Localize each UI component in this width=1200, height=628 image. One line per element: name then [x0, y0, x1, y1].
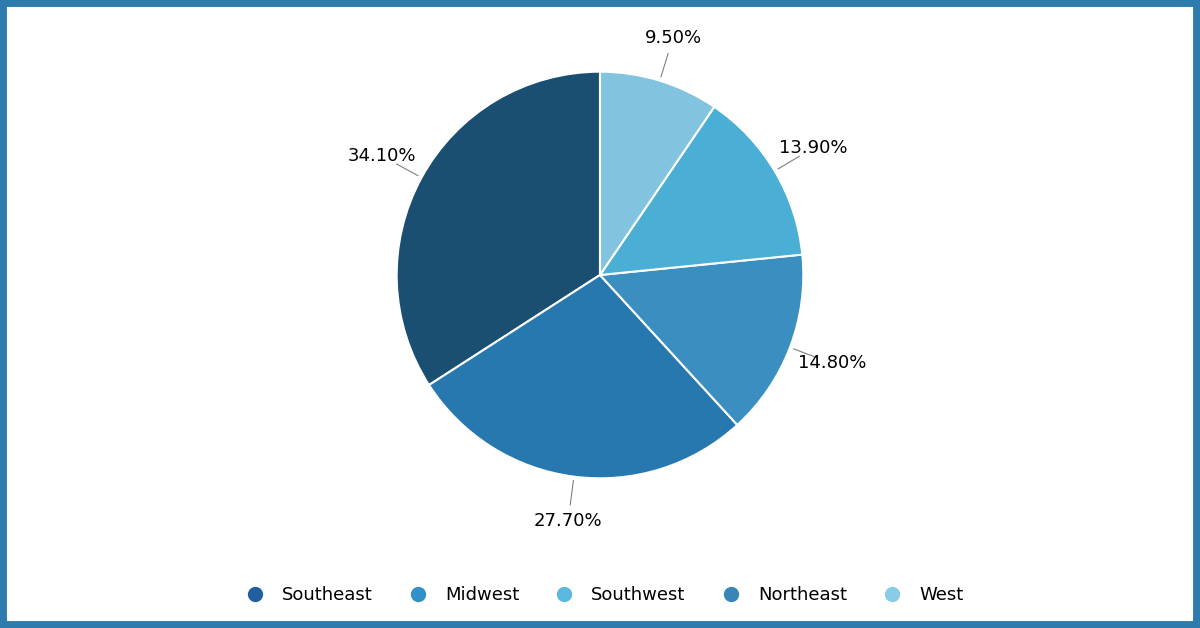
Text: 9.50%: 9.50%	[644, 29, 702, 47]
Text: 27.70%: 27.70%	[534, 512, 602, 530]
Text: 14.80%: 14.80%	[798, 354, 866, 372]
Legend: Southeast, Midwest, Southwest, Northeast, West: Southeast, Midwest, Southwest, Northeast…	[229, 579, 971, 612]
Wedge shape	[600, 72, 714, 275]
Wedge shape	[600, 254, 803, 425]
Wedge shape	[600, 107, 803, 275]
Wedge shape	[397, 72, 600, 385]
Text: 34.10%: 34.10%	[348, 147, 416, 165]
Text: 13.90%: 13.90%	[779, 139, 847, 157]
Wedge shape	[430, 275, 737, 479]
